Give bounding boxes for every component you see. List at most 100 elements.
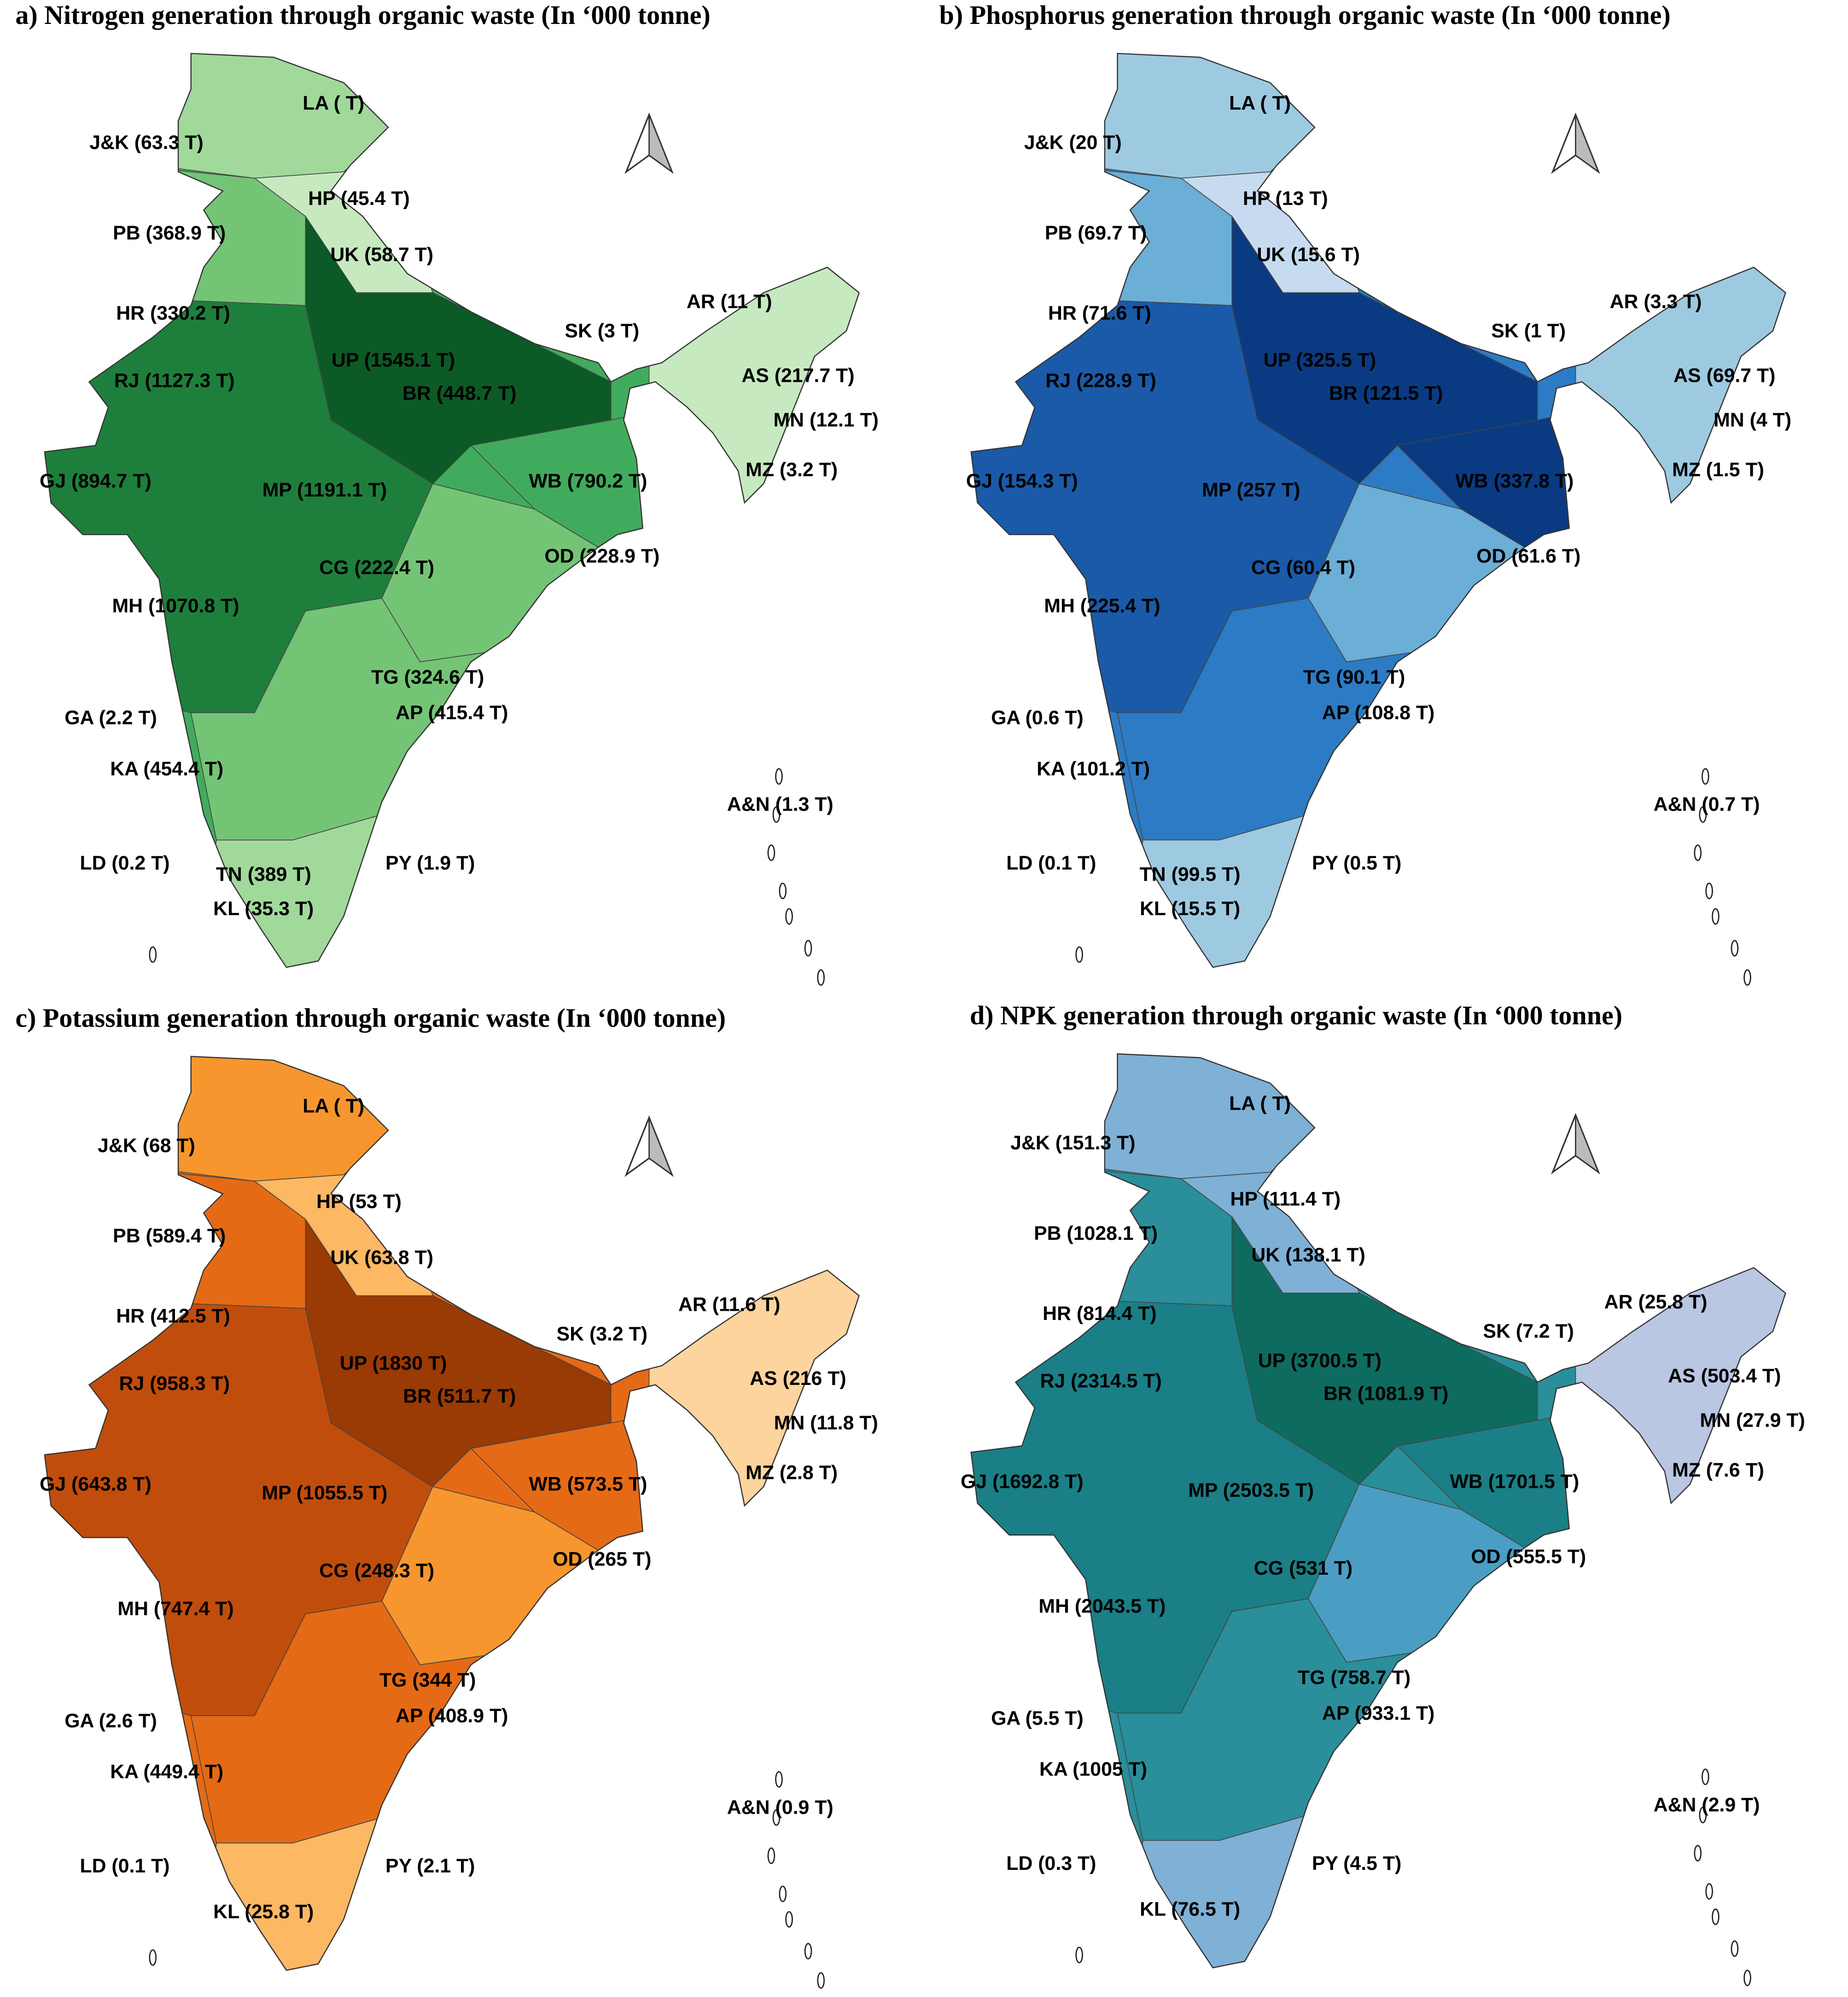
state-label: GA (0.6 T) (991, 707, 1084, 729)
panel-title: a) Nitrogen generation through organic w… (15, 0, 710, 30)
island (817, 1972, 825, 1989)
island (772, 806, 781, 823)
state-label: LA ( T) (303, 1095, 364, 1117)
island (767, 844, 775, 861)
state-label: A&N (2.9 T) (1654, 1794, 1760, 1816)
state-label: MH (747.4 T) (117, 1598, 233, 1620)
state-label: HP (53 T) (316, 1191, 402, 1213)
island (1699, 806, 1707, 823)
state-label: UP (1830 T) (340, 1352, 447, 1374)
state-region (648, 1244, 859, 1538)
state-label: KA (101.2 T) (1037, 758, 1150, 780)
state-label: MZ (7.6 T) (1672, 1459, 1764, 1481)
country-border (970, 1053, 1786, 1968)
state-label: J&K (151.3 T) (1010, 1132, 1135, 1154)
state-label: PB (589.4 T) (113, 1225, 226, 1247)
state-label: AR (3.3 T) (1610, 291, 1702, 313)
island (785, 908, 793, 925)
state-label: RJ (1127.3 T) (114, 369, 235, 391)
state-label: BR (121.5 T) (1329, 382, 1443, 404)
state-label: AS (69.7 T) (1673, 364, 1775, 386)
map-panel: d) NPK generation through organic waste … (961, 1000, 1805, 1986)
state-label: LD (0.1 T) (1006, 852, 1096, 874)
state-label: WB (337.8 T) (1455, 470, 1574, 492)
island (1712, 908, 1720, 925)
state-label: A&N (0.7 T) (1654, 794, 1760, 816)
island (1731, 1940, 1739, 1957)
state-label: J&K (68 T) (98, 1134, 195, 1156)
state-label: MN (12.1 T) (773, 409, 878, 431)
state-label: TG (90.1 T) (1303, 666, 1405, 688)
north-arrow-shade (1575, 1115, 1600, 1174)
state-label: AR (25.8 T) (1604, 1291, 1708, 1313)
state-region (1575, 241, 1786, 535)
state-label: OD (61.6 T) (1476, 545, 1580, 567)
state-label: BR (1081.9 T) (1323, 1383, 1448, 1405)
island (1705, 1883, 1713, 1900)
map-panel: b) Phosphorus generation through organic… (939, 0, 1791, 986)
island (817, 969, 825, 986)
state-label: OD (228.9 T) (544, 545, 659, 567)
state-label: BR (448.7 T) (402, 382, 517, 404)
state-label: TG (324.6 T) (371, 666, 484, 688)
state-label: WB (790.2 T) (529, 470, 647, 492)
state-label: MN (4 T) (1714, 409, 1791, 431)
state-label: UP (3700.5 T) (1258, 1349, 1382, 1372)
state-label: MH (1070.8 T) (112, 595, 239, 617)
island (775, 768, 783, 785)
state-label: KL (15.5 T) (1140, 898, 1240, 920)
island (785, 1911, 793, 1928)
state-label: PY (4.5 T) (1312, 1852, 1401, 1874)
state-label: MH (2043.5 T) (1038, 1595, 1166, 1617)
state-label: BR (511.7 T) (403, 1385, 516, 1407)
state-label: RJ (2314.5 T) (1040, 1370, 1162, 1392)
island (1075, 1946, 1083, 1963)
state-label: SK (7.2 T) (1483, 1320, 1574, 1343)
panel-title: b) Phosphorus generation through organic… (939, 0, 1671, 30)
state-label: PB (368.9 T) (113, 222, 226, 244)
state-label: PB (69.7 T) (1045, 222, 1147, 244)
island (1075, 946, 1083, 963)
state-label: PB (1028.1 T) (1034, 1222, 1158, 1244)
state-label: LD (0.1 T) (80, 1855, 169, 1877)
island (779, 882, 787, 899)
state-label: KL (35.3 T) (213, 898, 314, 920)
state-label: GA (2.2 T) (64, 707, 157, 729)
state-label: TN (389 T) (216, 864, 311, 886)
state-label: WB (573.5 T) (529, 1473, 647, 1495)
island (149, 946, 157, 963)
state-label: GJ (894.7 T) (40, 470, 152, 492)
state-label: HP (13 T) (1243, 187, 1328, 210)
island (1694, 844, 1702, 861)
state-label: GJ (154.3 T) (966, 470, 1078, 492)
state-label: SK (3.2 T) (557, 1323, 648, 1345)
island (1702, 1768, 1709, 1785)
state-label: TG (758.7 T) (1298, 1666, 1411, 1688)
island (149, 1949, 157, 1966)
state-label: HR (71.6 T) (1048, 302, 1151, 324)
state-label: AS (503.4 T) (1668, 1365, 1781, 1387)
island (804, 1943, 812, 1960)
state-label: UK (58.7 T) (330, 244, 433, 266)
state-label: WB (1701.5 T) (1450, 1471, 1579, 1493)
state-label: AR (11.6 T) (678, 1294, 780, 1316)
map-panel: c) Potassium generation through organic … (15, 1003, 878, 1989)
island (804, 940, 812, 957)
state-label: KA (454.4 T) (110, 758, 223, 780)
state-label: J&K (20 T) (1024, 132, 1122, 154)
state-label: SK (3 T) (565, 320, 639, 342)
state-label: HP (45.4 T) (308, 187, 410, 210)
state-label: HR (330.2 T) (116, 302, 230, 324)
map-panel: a) Nitrogen generation through organic w… (15, 0, 879, 986)
state-label: AS (217.7 T) (741, 364, 854, 386)
island (1712, 1908, 1720, 1925)
state-label: PY (1.9 T) (385, 852, 475, 874)
state-label: J&K (63.3 T) (89, 132, 204, 154)
state-label: OD (265 T) (553, 1548, 651, 1570)
state-label: UK (63.8 T) (330, 1246, 433, 1268)
state-label: LD (0.3 T) (1006, 1852, 1096, 1874)
state-label: AP (415.4 T) (396, 702, 508, 724)
state-label: LA ( T) (1229, 92, 1291, 114)
island (1731, 940, 1739, 957)
